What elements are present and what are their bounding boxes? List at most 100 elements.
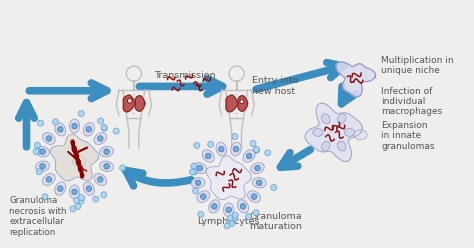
Ellipse shape	[236, 118, 237, 119]
Circle shape	[37, 120, 44, 126]
Circle shape	[33, 149, 39, 155]
Ellipse shape	[36, 146, 49, 157]
Ellipse shape	[43, 174, 55, 186]
Text: Entry into
new host: Entry into new host	[252, 76, 298, 96]
Circle shape	[232, 133, 238, 140]
Circle shape	[72, 189, 77, 195]
Circle shape	[86, 126, 91, 132]
Circle shape	[86, 186, 91, 191]
Circle shape	[73, 197, 80, 203]
Circle shape	[190, 169, 196, 175]
Ellipse shape	[193, 163, 207, 174]
Ellipse shape	[231, 142, 241, 156]
Circle shape	[256, 180, 262, 186]
Polygon shape	[136, 96, 145, 111]
Circle shape	[254, 147, 260, 153]
Ellipse shape	[354, 130, 367, 140]
Circle shape	[35, 148, 41, 154]
Polygon shape	[305, 103, 363, 162]
Ellipse shape	[209, 200, 220, 213]
Circle shape	[113, 128, 119, 134]
Ellipse shape	[321, 141, 330, 151]
Circle shape	[104, 163, 109, 169]
Ellipse shape	[236, 104, 237, 105]
Circle shape	[201, 194, 206, 199]
Circle shape	[246, 214, 252, 220]
Ellipse shape	[236, 99, 237, 100]
Circle shape	[40, 163, 46, 169]
Ellipse shape	[236, 94, 237, 95]
Circle shape	[98, 177, 103, 182]
Circle shape	[72, 123, 77, 129]
Ellipse shape	[345, 128, 355, 136]
Circle shape	[194, 142, 200, 149]
Ellipse shape	[251, 163, 264, 174]
Ellipse shape	[313, 128, 323, 136]
Circle shape	[240, 100, 244, 104]
Circle shape	[255, 165, 260, 171]
Ellipse shape	[94, 174, 107, 186]
Ellipse shape	[321, 114, 330, 124]
Circle shape	[251, 194, 257, 199]
Ellipse shape	[236, 113, 237, 114]
Ellipse shape	[133, 108, 135, 109]
Circle shape	[46, 177, 52, 182]
Ellipse shape	[73, 156, 86, 166]
Ellipse shape	[133, 89, 135, 91]
Circle shape	[198, 211, 204, 217]
Circle shape	[78, 198, 84, 204]
Ellipse shape	[55, 182, 66, 195]
Circle shape	[211, 204, 217, 209]
Ellipse shape	[36, 161, 49, 172]
Ellipse shape	[337, 114, 346, 124]
Circle shape	[246, 153, 252, 159]
Circle shape	[98, 118, 104, 124]
Ellipse shape	[83, 123, 94, 136]
Ellipse shape	[236, 89, 237, 91]
Ellipse shape	[197, 191, 210, 202]
Ellipse shape	[202, 150, 214, 162]
Circle shape	[101, 125, 107, 131]
Circle shape	[100, 192, 107, 198]
Circle shape	[101, 124, 107, 130]
Circle shape	[46, 136, 52, 141]
Ellipse shape	[236, 108, 237, 109]
Polygon shape	[226, 95, 237, 112]
Text: Multiplication in
unique niche: Multiplication in unique niche	[382, 56, 454, 75]
Circle shape	[240, 204, 246, 209]
Ellipse shape	[55, 123, 66, 136]
Ellipse shape	[243, 150, 255, 162]
Text: Transmission: Transmission	[155, 71, 216, 80]
Circle shape	[226, 207, 231, 213]
Circle shape	[128, 98, 132, 103]
Polygon shape	[238, 96, 247, 111]
Ellipse shape	[83, 182, 94, 195]
Text: Lymphocytes: Lymphocytes	[197, 217, 260, 226]
Ellipse shape	[70, 119, 80, 133]
Circle shape	[224, 223, 230, 229]
Circle shape	[271, 185, 277, 190]
Ellipse shape	[247, 191, 261, 202]
Ellipse shape	[133, 94, 135, 95]
Polygon shape	[336, 62, 375, 97]
Ellipse shape	[133, 99, 135, 100]
Ellipse shape	[43, 133, 55, 144]
Circle shape	[57, 126, 63, 132]
Ellipse shape	[133, 118, 135, 119]
Ellipse shape	[133, 104, 135, 105]
Circle shape	[34, 142, 40, 148]
Ellipse shape	[191, 178, 205, 188]
Ellipse shape	[237, 200, 248, 213]
Circle shape	[70, 206, 76, 212]
Circle shape	[254, 147, 259, 153]
Text: Granuloma
maturation: Granuloma maturation	[249, 212, 302, 231]
Circle shape	[93, 196, 99, 202]
Ellipse shape	[337, 141, 346, 151]
Circle shape	[78, 111, 84, 117]
Circle shape	[232, 216, 237, 222]
Circle shape	[232, 212, 238, 218]
Ellipse shape	[216, 142, 227, 156]
Circle shape	[191, 163, 197, 169]
Circle shape	[208, 141, 214, 147]
Circle shape	[40, 149, 46, 155]
